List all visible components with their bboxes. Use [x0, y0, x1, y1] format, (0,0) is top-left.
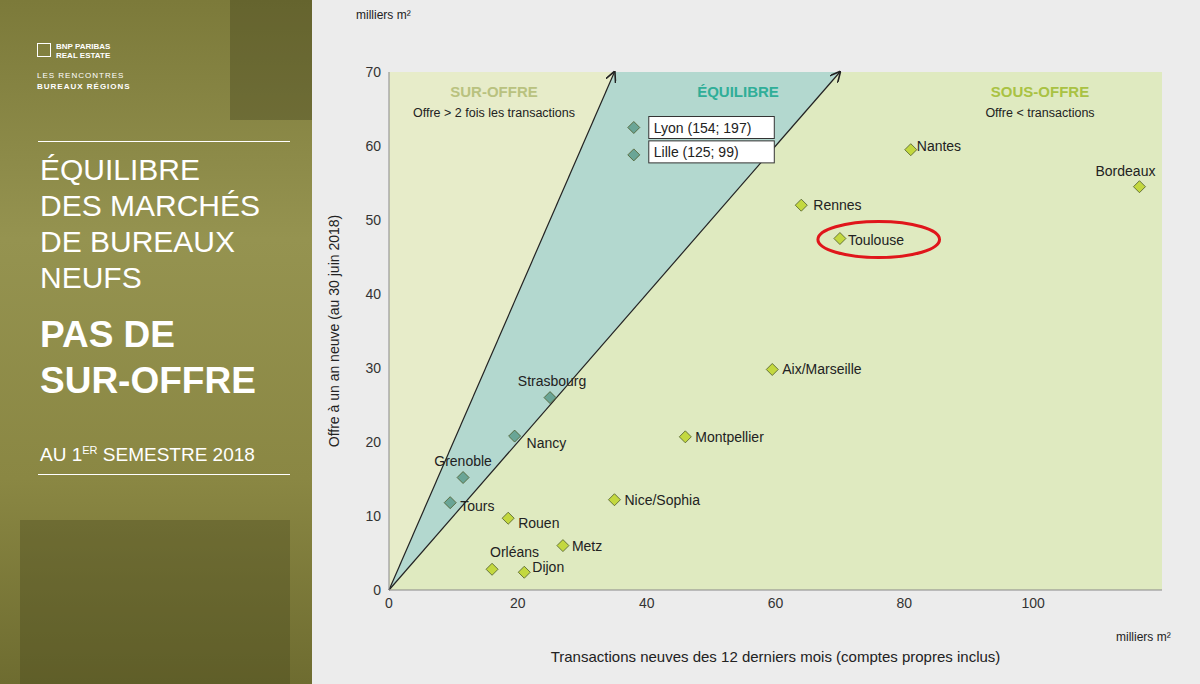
html-text:DES MARCHÉS: DES MARCHÉS	[40, 189, 260, 222]
html-text:AU 1ERSEMESTRE 2018: AU 1ERSEMESTRE 2018	[40, 444, 255, 466]
svg-text:Montpellier: Montpellier	[695, 429, 764, 445]
html-text:PAS DE: PAS DE	[40, 314, 175, 355]
svg-text:100: 100	[1021, 595, 1045, 611]
svg-text:40: 40	[639, 595, 655, 611]
svg-text:Bordeaux: Bordeaux	[1095, 163, 1155, 179]
svg-text:30: 30	[365, 360, 381, 376]
html-text:LES RENCONTRES: LES RENCONTRES	[37, 71, 125, 80]
html-text:SOUS-OFFRE: SOUS-OFFRE	[990, 83, 1090, 100]
html-text:DE BUREAUX: DE BUREAUX	[40, 225, 235, 258]
html-text:ÉQUILIBRE: ÉQUILIBRE	[40, 153, 201, 186]
html-text:BUREAUX RÉGIONS: BUREAUX RÉGIONS	[37, 82, 131, 91]
html-text:milliers m²: milliers m²	[356, 8, 411, 22]
svg-text:Orléans: Orléans	[490, 544, 539, 560]
svg-text:20: 20	[365, 434, 381, 450]
svg-text:0: 0	[373, 582, 381, 598]
svg-text:Aix/Marseille: Aix/Marseille	[782, 361, 862, 377]
html-text:SUR-OFFRE: SUR-OFFRE	[450, 83, 538, 100]
svg-text:Offre à un an neuve (au 30 jui: Offre à un an neuve (au 30 juin 2018)	[326, 215, 342, 447]
svg-text:Transactions neuves des 12 der: Transactions neuves des 12 derniers mois…	[551, 648, 1001, 665]
html-text:milliers m²: milliers m²	[1116, 630, 1171, 644]
svg-text:0: 0	[385, 595, 393, 611]
svg-text:60: 60	[365, 138, 381, 154]
html-text:ÉQUILIBRE: ÉQUILIBRE	[697, 83, 779, 100]
svg-text:60: 60	[768, 595, 784, 611]
svg-text:Nantes: Nantes	[917, 138, 961, 154]
svg-text:Strasbourg: Strasbourg	[518, 373, 586, 389]
svg-text:20: 20	[510, 595, 526, 611]
svg-text:Tours: Tours	[460, 498, 494, 514]
svg-text:Grenoble: Grenoble	[434, 453, 492, 469]
svg-text:50: 50	[365, 212, 381, 228]
html-text:NEUFS: NEUFS	[40, 261, 142, 294]
svg-text:80: 80	[897, 595, 913, 611]
svg-text:Rouen: Rouen	[518, 515, 559, 531]
svg-text:Dijon: Dijon	[532, 559, 564, 575]
svg-text:Lille (125; 99): Lille (125; 99)	[654, 144, 739, 160]
svg-text:70: 70	[365, 64, 381, 80]
html-text:Offre > 2 fois les transaction: Offre > 2 fois les transactions	[413, 106, 575, 120]
html-text:Offre < transactions: Offre < transactions	[985, 106, 1095, 120]
svg-text:Lyon (154; 197): Lyon (154; 197)	[654, 120, 752, 136]
svg-text:Nancy: Nancy	[527, 435, 567, 451]
svg-text:Rennes: Rennes	[813, 197, 861, 213]
html-text:REAL ESTATE: REAL ESTATE	[56, 51, 111, 60]
html-text:SUR-OFFRE: SUR-OFFRE	[40, 360, 256, 401]
svg-text:Toulouse: Toulouse	[848, 232, 904, 248]
svg-text:10: 10	[365, 508, 381, 524]
html-text:BNP PARIBAS: BNP PARIBAS	[56, 42, 111, 51]
svg-text:Nice/Sophia: Nice/Sophia	[624, 492, 700, 508]
svg-text:Metz: Metz	[572, 538, 602, 554]
svg-text:40: 40	[365, 286, 381, 302]
